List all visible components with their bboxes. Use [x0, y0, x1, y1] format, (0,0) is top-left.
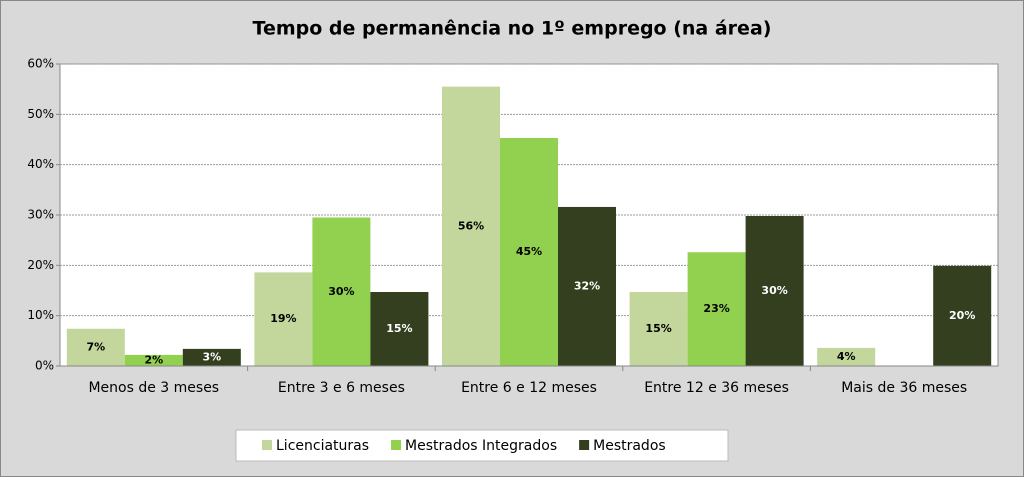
data-label: 4%: [837, 350, 856, 363]
bar: [66, 328, 125, 366]
bar: [745, 216, 804, 366]
bar: [312, 217, 371, 366]
x-tick-label: Entre 6 e 12 meses: [461, 380, 597, 396]
legend-label: Licenciaturas: [276, 438, 369, 454]
data-label: 7%: [86, 340, 105, 353]
y-tick-label: 40%: [27, 157, 54, 171]
data-label: 30%: [328, 285, 354, 298]
bar: [933, 265, 992, 366]
chart-title: Tempo de permanência no 1º emprego (na á…: [253, 18, 772, 40]
y-tick-label: 20%: [27, 258, 54, 272]
data-label: 15%: [645, 322, 671, 335]
data-label: 3%: [202, 350, 221, 363]
y-tick-label: 0%: [35, 359, 54, 373]
x-tick-label: Entre 3 e 6 meses: [278, 380, 405, 396]
data-label: 19%: [270, 312, 296, 325]
data-label: 30%: [761, 284, 787, 297]
legend-swatch: [391, 440, 402, 450]
x-tick-label: Menos de 3 meses: [88, 380, 219, 396]
legend-swatch: [579, 440, 590, 450]
y-tick-label: 60%: [27, 57, 54, 71]
bar: [629, 292, 688, 366]
bar: [370, 292, 429, 366]
legend-label: Mestrados: [593, 438, 666, 454]
data-label: 20%: [949, 309, 975, 322]
bar: [442, 86, 500, 367]
legend-swatch: [262, 440, 272, 450]
data-label: 32%: [574, 279, 600, 292]
data-label: 23%: [703, 302, 729, 315]
x-tick-label: Mais de 36 meses: [841, 380, 967, 396]
y-tick-label: 10%: [27, 308, 54, 322]
legend-box: [235, 429, 729, 462]
bar: [254, 272, 313, 366]
y-tick-label: 50%: [27, 107, 54, 121]
bar: [687, 252, 746, 366]
data-label: 45%: [516, 245, 542, 258]
legend-label: Mestrados Integrados: [405, 438, 557, 454]
x-tick-label: Entre 12 e 36 meses: [644, 380, 789, 396]
bar: [500, 137, 558, 366]
data-label: 2%: [144, 353, 163, 366]
data-label: 56%: [458, 219, 484, 232]
bar: [124, 354, 183, 366]
bar: [558, 206, 616, 366]
bar: [182, 348, 241, 366]
bar: [817, 347, 876, 366]
y-tick-label: 30%: [27, 208, 54, 222]
data-label: 15%: [386, 322, 412, 335]
